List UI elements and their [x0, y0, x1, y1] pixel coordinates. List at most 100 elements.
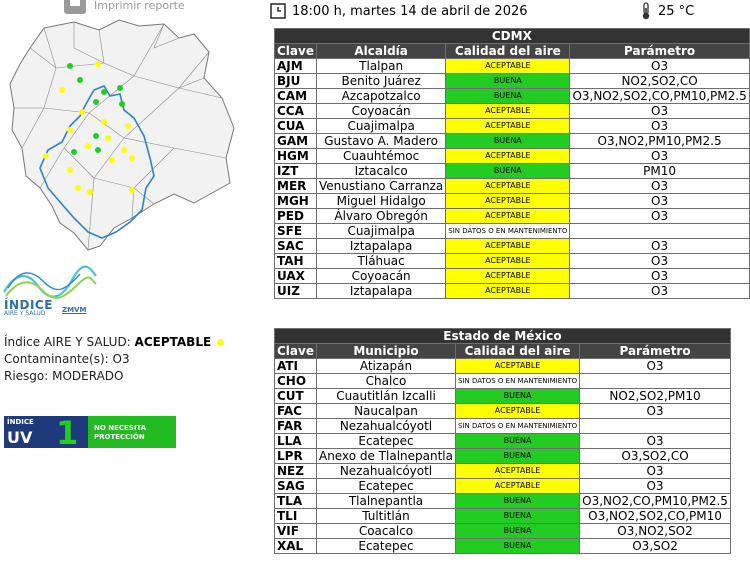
station-code: GAM: [274, 133, 317, 149]
table-row: GAM Gustavo A. Madero BUENA O3,NO2,PM10,PM2…: [274, 133, 750, 149]
station-name: Chalco: [315, 373, 456, 389]
station-code: MER: [274, 178, 317, 194]
pollutant-parameters: NO2,SO2,CO: [569, 73, 750, 89]
col-header-alcaldia: Alcaldía: [315, 43, 447, 59]
station-name: Venustiano Carranza: [315, 178, 447, 194]
air-quality-status: BUENA: [454, 523, 581, 539]
thermometer-icon: [640, 2, 652, 20]
air-quality-status: ACEPTABLE: [454, 403, 581, 419]
table-row: CUT Cuautitlán Izcalli BUENA NO2,SO2,PM10: [274, 388, 731, 404]
temperature-display: 25 °C: [640, 0, 694, 22]
edomex-table-title: Estado de México: [274, 328, 731, 344]
datetime-text: 18:00 h, martes 14 de abril de 2026: [292, 3, 528, 19]
table-row: TAH Tláhuac ACEPTABLE O3: [274, 253, 750, 269]
pollutant-parameters: O3: [569, 283, 750, 299]
air-quality-status: ACEPTABLE: [454, 358, 581, 374]
air-health-summary: Índice AIRE Y SALUD: ACEPTABLE Contamina…: [4, 334, 225, 385]
air-quality-status: BUENA: [445, 133, 571, 149]
station-name: Ecatepec: [315, 478, 456, 494]
station-name: Cuauhtémoc: [315, 148, 447, 164]
uv-label: UV: [7, 428, 33, 447]
col-header-parametro: Parámetro: [579, 343, 731, 359]
air-quality-status: ACEPTABLE: [445, 178, 571, 194]
pollutant-parameters: O3: [569, 103, 750, 119]
air-quality-status: ACEPTABLE: [445, 253, 571, 269]
station-code: MGH: [274, 193, 317, 209]
pollutant-parameters: O3: [569, 208, 750, 224]
cdmx-stations-table: CDMX Clave Alcaldía Calidad del aire Par…: [274, 28, 750, 299]
pollutant-parameters: O3: [569, 148, 750, 164]
station-code: BJU: [274, 73, 317, 89]
air-quality-status: ACEPTABLE: [445, 193, 571, 209]
station-code: FAR: [274, 418, 317, 434]
station-code: UIZ: [274, 283, 317, 299]
station-code: HGM: [274, 148, 317, 164]
air-quality-status: ACEPTABLE: [445, 268, 571, 284]
print-report-button[interactable]: Imprimir reporte: [64, 0, 185, 14]
col-header-municipio: Municipio: [315, 343, 456, 359]
station-code: IZT: [274, 163, 317, 179]
table-row: FAC Naucalpan ACEPTABLE O3: [274, 403, 731, 419]
table-row: AJM Tlalpan ACEPTABLE O3: [274, 58, 750, 74]
station-name: Coyoacán: [315, 103, 447, 119]
table-row: NEZ Nezahualcóyotl ACEPTABLE O3: [274, 463, 731, 479]
pollutant-parameters: PM10: [569, 163, 750, 179]
station-name: Cuautitlán Izcalli: [315, 388, 456, 404]
table-row: CAM Azcapotzalco BUENA O3,NO2,SO2,CO,PM10,P…: [274, 88, 750, 104]
uv-index-badge: ÍNDICE UV 1 NO NECESITA PROTECCIÓN: [4, 414, 176, 452]
station-name: Álvaro Obregón: [315, 208, 447, 224]
station-name: Cuajimalpa: [315, 118, 447, 134]
index-label: Índice AIRE Y SALUD:: [4, 335, 135, 349]
station-code: AJM: [274, 58, 317, 74]
col-header-calidad: Calidad del aire: [445, 43, 571, 59]
air-quality-status: BUENA: [445, 88, 571, 104]
logo-subtitle: AIRE Y SALUD: [4, 310, 46, 317]
air-quality-status: BUENA: [454, 433, 581, 449]
col-header-parametro: Parámetro: [569, 43, 750, 59]
table-row: XAL Ecatepec BUENA O3,SO2: [274, 538, 731, 554]
station-name: Anexo de Tlalnepantla: [315, 448, 456, 464]
table-row: UIZ Iztapalapa ACEPTABLE O3: [274, 283, 750, 299]
station-name: Atizapán: [315, 358, 456, 374]
pollutant-parameters: O3: [569, 118, 750, 134]
print-report-label: Imprimir reporte: [94, 0, 185, 12]
table-row: HGM Cuauhtémoc ACEPTABLE O3: [274, 148, 750, 164]
pollutant-parameters: O3: [569, 178, 750, 194]
uv-value: 1: [56, 414, 79, 452]
table-row: LPR Anexo de Tlalnepantla BUENA O3,SO2,CO: [274, 448, 731, 464]
air-quality-status: SIN DATOS O EN MANTENIMIENTO: [454, 373, 581, 389]
station-code: LLA: [274, 433, 317, 449]
air-quality-status: BUENA: [454, 493, 581, 509]
pollutant-parameters: O3,NO2,CO,PM10,PM2.5: [579, 493, 731, 509]
risk-line: Riesgo: MODERADO: [4, 368, 224, 385]
station-code: CAM: [274, 88, 317, 104]
air-quality-status: BUENA: [454, 448, 581, 464]
station-name: Ecatepec: [315, 538, 456, 554]
pollutant-parameters: [579, 373, 731, 389]
pollutant-parameters: [569, 223, 750, 239]
table-row: CUA Cuajimalpa ACEPTABLE O3: [274, 118, 750, 134]
station-name: Tlalpan: [315, 58, 447, 74]
col-header-calidad: Calidad del aire: [454, 343, 581, 359]
air-quality-status: ACEPTABLE: [445, 283, 571, 299]
metro-area-outline: [9, 19, 235, 251]
air-quality-status: ACEPTABLE: [445, 58, 571, 74]
air-quality-status: ACEPTABLE: [454, 478, 581, 494]
station-code: UAX: [274, 268, 317, 284]
pollutant-parameters: [579, 418, 731, 434]
table-row: PED Álvaro Obregón ACEPTABLE O3: [274, 208, 750, 224]
table-row: BJU Benito Juárez BUENA NO2,SO2,CO: [274, 73, 750, 89]
pollutant-parameters: O3: [579, 463, 731, 479]
station-code: TAH: [274, 253, 317, 269]
table-row: SAC Iztapalapa ACEPTABLE O3: [274, 238, 750, 254]
air-quality-status: SIN DATOS O EN MANTENIMIENTO: [445, 223, 571, 239]
logo-region: ZMVM: [62, 306, 87, 314]
table-row: SAG Ecatepec ACEPTABLE O3: [274, 478, 731, 494]
cdmx-boundary: [39, 85, 155, 239]
clock-icon: [270, 3, 286, 19]
station-name: Miguel Hidalgo: [315, 193, 447, 209]
stations-map[interactable]: [4, 18, 240, 254]
index-dot-icon: [217, 339, 225, 346]
logo-title: ÍNDICE: [4, 298, 53, 312]
station-code: FAC: [274, 403, 317, 419]
